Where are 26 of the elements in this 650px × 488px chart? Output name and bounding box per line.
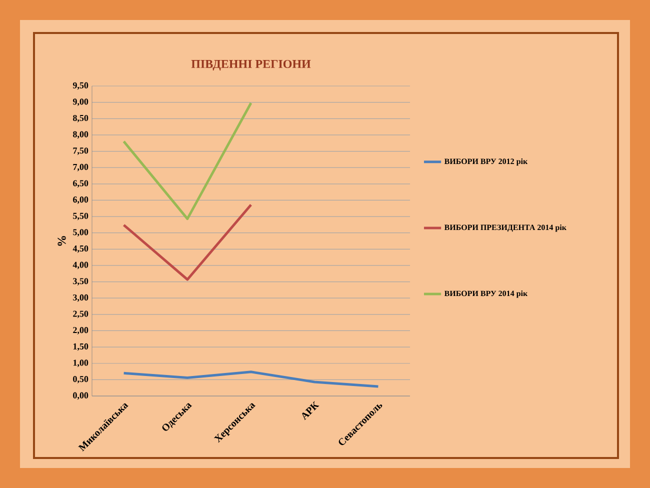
y-axis-title: %	[58, 236, 66, 246]
y-tick-label: 8,50	[73, 114, 88, 122]
y-tick-label: 5,50	[73, 212, 88, 220]
y-tick-label: 7,50	[73, 148, 88, 155]
y-tick-label: 7,00	[73, 164, 88, 172]
y-tick-label: 4,00	[72, 262, 88, 270]
y-tick-label: 0,00	[73, 392, 88, 400]
y-tick-label: 0,50	[73, 376, 88, 384]
y-tick-label: 1,00	[73, 360, 88, 368]
y-tick-label: 8,00	[73, 131, 88, 139]
y-tick-label: 5,00	[73, 229, 88, 237]
y-tick-label: 6,00	[73, 196, 88, 204]
y-tick-label: 3,50	[73, 278, 88, 286]
legend-label: ВИБОРИ ВРУ 2014 рік	[444, 290, 528, 298]
y-tick-label: 2,50	[73, 310, 88, 318]
y-tick-label: 4,50	[72, 245, 88, 253]
legend-label: ВИБОРИ ПРЕЗИДЕНТА 2014 рік	[444, 224, 566, 232]
y-tick-label: 3,00	[73, 294, 88, 302]
y-tick-label: 1,50	[73, 343, 88, 351]
y-tick-label: 6,50	[73, 180, 88, 188]
y-tick-label: 2,00	[73, 327, 88, 334]
y-tick-label: 9,50	[72, 82, 88, 90]
chart-title: ПІВДЕННІ РЕГІОНИ	[191, 60, 311, 70]
y-tick-label: 9,00	[72, 98, 88, 106]
line-series	[122, 370, 380, 388]
legend-label: ВИБОРИ ВРУ 2012 рік	[444, 158, 528, 166]
